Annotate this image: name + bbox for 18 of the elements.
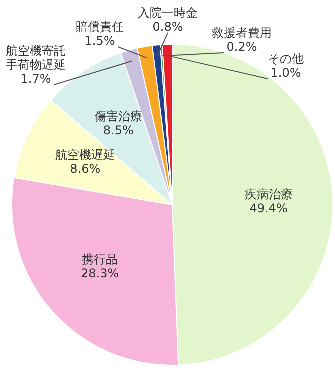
data-label: 49.4% <box>250 201 288 216</box>
slice-label: その他 <box>268 52 304 66</box>
slice-label: 救援者費用 <box>211 26 272 40</box>
data-label: 0.8% <box>152 20 184 34</box>
slice-label: 傷害治療 <box>94 109 143 124</box>
data-label: 1.5% <box>84 34 116 48</box>
slice-label: 疾病治療 <box>244 187 293 202</box>
slice-label: 航空機遅延 <box>55 148 116 162</box>
data-label: 28.3% <box>81 266 120 281</box>
data-label: 1.0% <box>270 66 302 80</box>
data-label: 1.7% <box>20 72 52 86</box>
slice-label: 携行品 <box>82 252 118 267</box>
data-label: 8.6% <box>70 162 101 176</box>
slice-label: 賠償責任 <box>76 20 124 34</box>
slice-label: 航空機寄託手荷物遅延 <box>6 44 66 72</box>
data-label: 0.2% <box>226 40 258 54</box>
slice-label: 入院一時金 <box>138 6 198 20</box>
data-label: 8.5% <box>103 123 134 138</box>
